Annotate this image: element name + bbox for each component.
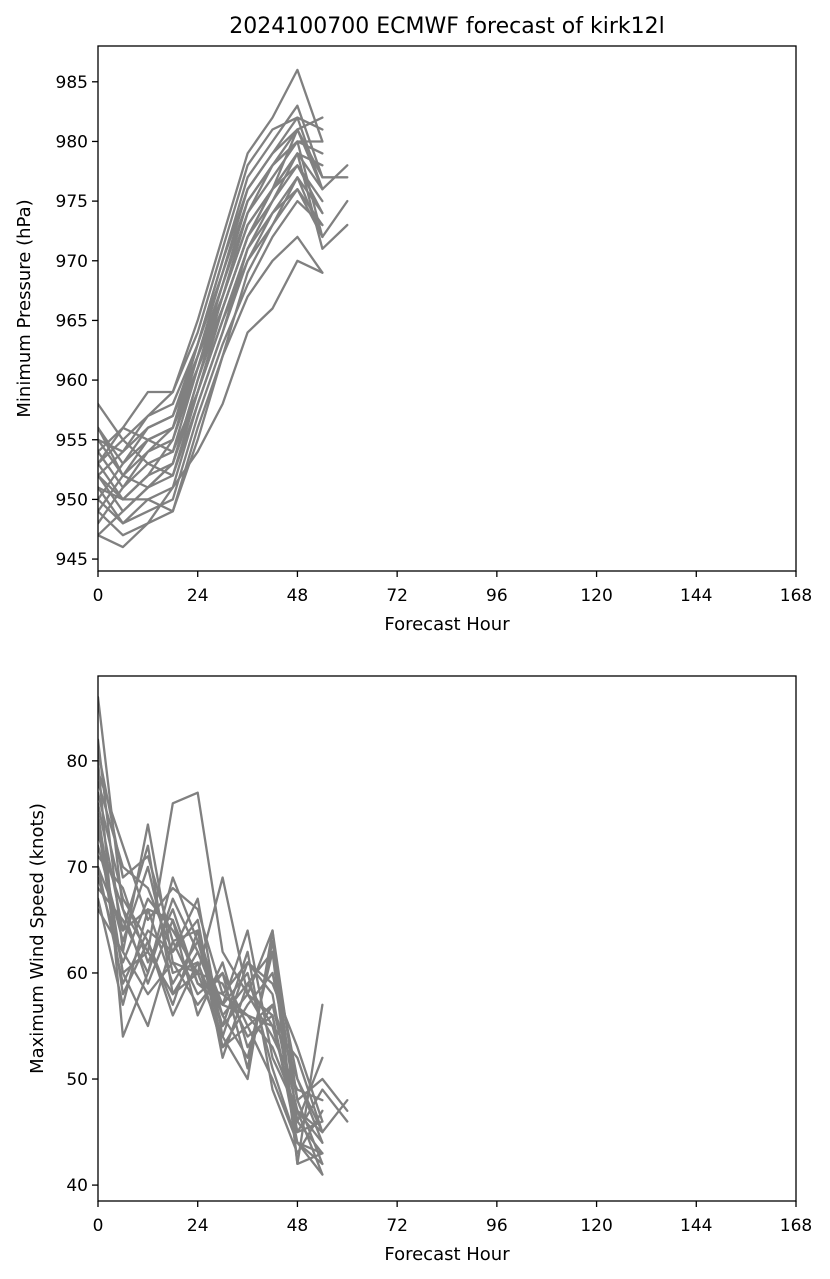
pressure-member-2-line	[98, 104, 324, 465]
pressure-member-11-line	[98, 116, 324, 465]
pressure-x-tick-label: 0	[93, 586, 104, 606]
pressure-member-19-line	[98, 152, 324, 477]
pressure-y-tick-label: 985	[56, 73, 88, 93]
wind-x-tick-label: 48	[287, 1216, 309, 1236]
pressure-y-tick-label: 975	[56, 192, 88, 212]
wind-x-tick-label: 0	[93, 1216, 104, 1236]
wind-member-14-line	[98, 897, 324, 1102]
pressure-x-tick-label: 168	[780, 586, 812, 606]
wind-member-15-line	[98, 908, 324, 1123]
wind-y-tick-label: 50	[66, 1070, 88, 1090]
wind-x-tick-label: 120	[580, 1216, 612, 1236]
pressure-x-tick-label: 72	[386, 586, 408, 606]
pressure-x-tick-label: 48	[287, 586, 309, 606]
wind-series-group	[98, 696, 349, 1176]
pressure-member-10-line	[98, 259, 324, 549]
wind-y-axis-label: Maximum Wind Speed (knots)	[27, 803, 48, 1074]
wind-member-18-line	[98, 749, 324, 1144]
wind-x-tick-label: 24	[187, 1216, 209, 1236]
pressure-member-1-line	[98, 68, 324, 441]
wind-x-tick-label: 144	[680, 1216, 712, 1236]
wind-x-axis-label: Forecast Hour	[384, 1244, 510, 1265]
pressure-member-8-line	[98, 199, 324, 525]
pressure-panel: 0 24 48 72 96 120 144 168 945 950 955 960 965 970 975 9…	[14, 45, 812, 635]
pressure-series-group	[98, 68, 349, 549]
wind-member-19-line	[98, 823, 324, 1166]
wind-y-tick-label: 60	[66, 964, 88, 984]
pressure-y-tick-label: 960	[56, 371, 88, 391]
pressure-member-22-line	[98, 188, 324, 513]
wind-x-tick-label: 72	[386, 1216, 408, 1236]
pressure-x-tick-label: 120	[580, 586, 612, 606]
pressure-x-axis-label: Forecast Hour	[384, 614, 510, 635]
pressure-y-tick-label: 965	[56, 311, 88, 331]
pressure-axes-frame	[97, 45, 797, 572]
pressure-member-21-line	[98, 128, 324, 489]
wind-member-13-line	[98, 886, 324, 1155]
wind-x-tick-label: 168	[780, 1216, 812, 1236]
wind-y-tick-label: 80	[66, 752, 88, 772]
pressure-x-tick-label: 24	[187, 586, 209, 606]
pressure-member-14-line	[98, 152, 324, 501]
pressure-member-18-line	[98, 140, 324, 453]
pressure-y-tick-label: 950	[56, 490, 88, 510]
wind-y-tick-label: 70	[66, 858, 88, 878]
wind-panel: 0 24 48 72 96 120 144 168 40 50 60 70 80 Forecast Hou…	[27, 675, 812, 1265]
wind-member-20-line	[98, 865, 324, 1134]
pressure-x-tick-label: 96	[486, 586, 508, 606]
wind-axes-frame	[97, 675, 797, 1202]
pressure-y-tick-label: 945	[56, 550, 88, 570]
pressure-x-tick-label: 144	[680, 586, 712, 606]
pressure-y-tick-label: 970	[56, 252, 88, 272]
pressure-y-tick-label: 955	[56, 431, 88, 451]
chart-title: 2024100700 ECMWF forecast of kirk12l	[229, 14, 665, 39]
pressure-member-9-line	[98, 235, 324, 537]
pressure-y-axis-label: Minimum Pressure (hPa)	[14, 199, 35, 417]
pressure-member-16-line	[98, 188, 324, 537]
wind-x-tick-label: 96	[486, 1216, 508, 1236]
pressure-member-15-line	[98, 164, 324, 525]
wind-y-tick-label: 40	[66, 1176, 88, 1196]
pressure-y-tick-label: 980	[56, 132, 88, 152]
